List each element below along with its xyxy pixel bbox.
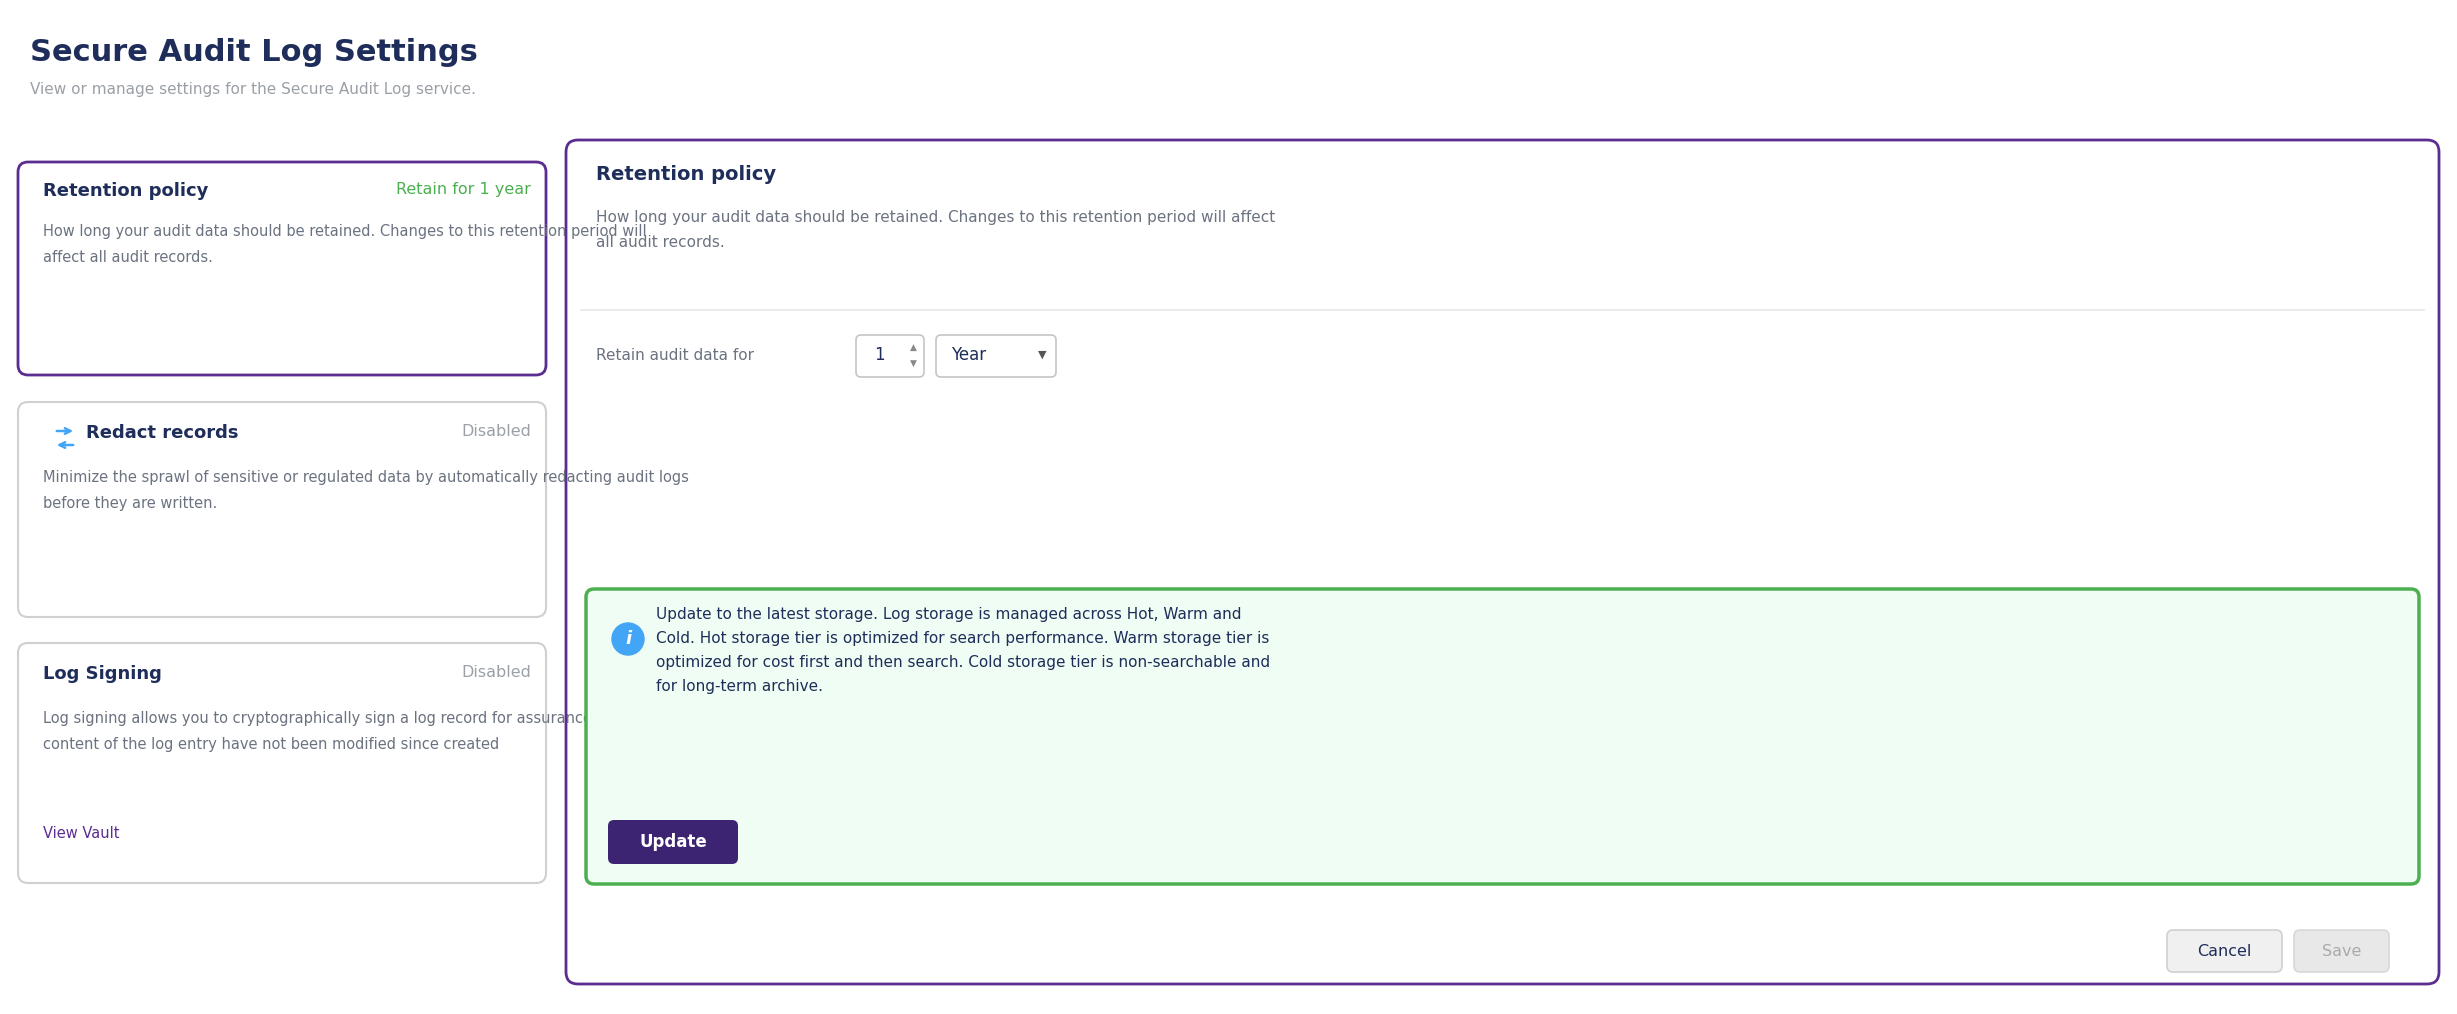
Text: Save: Save [2322,943,2361,958]
Text: Redact records: Redact records [86,424,238,442]
Text: How long your audit data should be retained. Changes to this retention period wi: How long your audit data should be retai… [597,210,1275,249]
Text: How long your audit data should be retained. Changes to this retention period wi: How long your audit data should be retai… [44,224,646,265]
Text: Update: Update [639,832,708,851]
Text: Cancel: Cancel [2197,943,2251,958]
FancyBboxPatch shape [17,643,545,883]
FancyBboxPatch shape [2295,930,2388,972]
FancyBboxPatch shape [2167,930,2283,972]
Text: ▼: ▼ [909,359,916,367]
Text: Log Signing: Log Signing [44,665,162,683]
Text: ▼: ▼ [1037,350,1047,360]
Text: Retain audit data for: Retain audit data for [597,348,754,362]
Text: 1: 1 [875,346,885,364]
Text: Secure Audit Log Settings: Secure Audit Log Settings [29,38,477,67]
Text: Disabled: Disabled [462,424,531,439]
FancyBboxPatch shape [565,140,2440,984]
Text: Disabled: Disabled [462,665,531,680]
Circle shape [612,623,644,655]
Text: Retention policy: Retention policy [44,182,209,200]
Text: i: i [624,630,631,648]
FancyBboxPatch shape [17,402,545,617]
Text: Update to the latest storage. Log storage is managed across Hot, Warm and
Cold. : Update to the latest storage. Log storag… [656,607,1270,694]
Text: View Vault: View Vault [44,826,120,841]
Text: View or manage settings for the Secure Audit Log service.: View or manage settings for the Secure A… [29,82,477,97]
FancyBboxPatch shape [17,162,545,375]
Text: Retention policy: Retention policy [597,165,776,184]
FancyBboxPatch shape [587,589,2420,884]
FancyBboxPatch shape [855,335,924,377]
FancyBboxPatch shape [607,820,737,864]
Text: Minimize the sprawl of sensitive or regulated data by automatically redacting au: Minimize the sprawl of sensitive or regu… [44,470,688,511]
Text: Retain for 1 year: Retain for 1 year [396,182,531,197]
FancyBboxPatch shape [936,335,1057,377]
Text: Year: Year [951,346,985,364]
Text: Log signing allows you to cryptographically sign a log record for assurance that: Log signing allows you to cryptographica… [44,711,656,751]
Text: ▲: ▲ [909,343,916,352]
